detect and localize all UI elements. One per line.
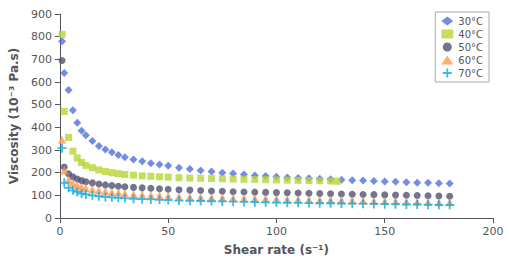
svg-text:900: 900 xyxy=(31,8,52,21)
svg-text:300: 300 xyxy=(31,144,52,157)
svg-text:40°C: 40°C xyxy=(458,29,483,40)
svg-text:200: 200 xyxy=(31,166,52,179)
svg-text:500: 500 xyxy=(31,98,52,111)
svg-text:30°C: 30°C xyxy=(458,16,483,27)
svg-text:600: 600 xyxy=(31,76,52,89)
svg-text:Viscosity (10⁻³ Pa.s): Viscosity (10⁻³ Pa.s) xyxy=(7,48,21,184)
svg-text:70°C: 70°C xyxy=(458,68,483,79)
svg-text:100: 100 xyxy=(31,189,52,202)
svg-text:0: 0 xyxy=(45,212,52,225)
svg-text:0: 0 xyxy=(56,225,63,238)
svg-text:200: 200 xyxy=(483,225,504,238)
svg-text:150: 150 xyxy=(374,225,395,238)
svg-text:60°C: 60°C xyxy=(458,55,483,66)
svg-text:800: 800 xyxy=(31,30,52,43)
svg-text:400: 400 xyxy=(31,121,52,134)
svg-text:100: 100 xyxy=(266,225,287,238)
svg-text:50°C: 50°C xyxy=(458,42,483,53)
svg-text:50: 50 xyxy=(161,225,175,238)
svg-text:700: 700 xyxy=(31,53,52,66)
svg-text:Shear rate (s⁻¹): Shear rate (s⁻¹) xyxy=(224,243,329,257)
